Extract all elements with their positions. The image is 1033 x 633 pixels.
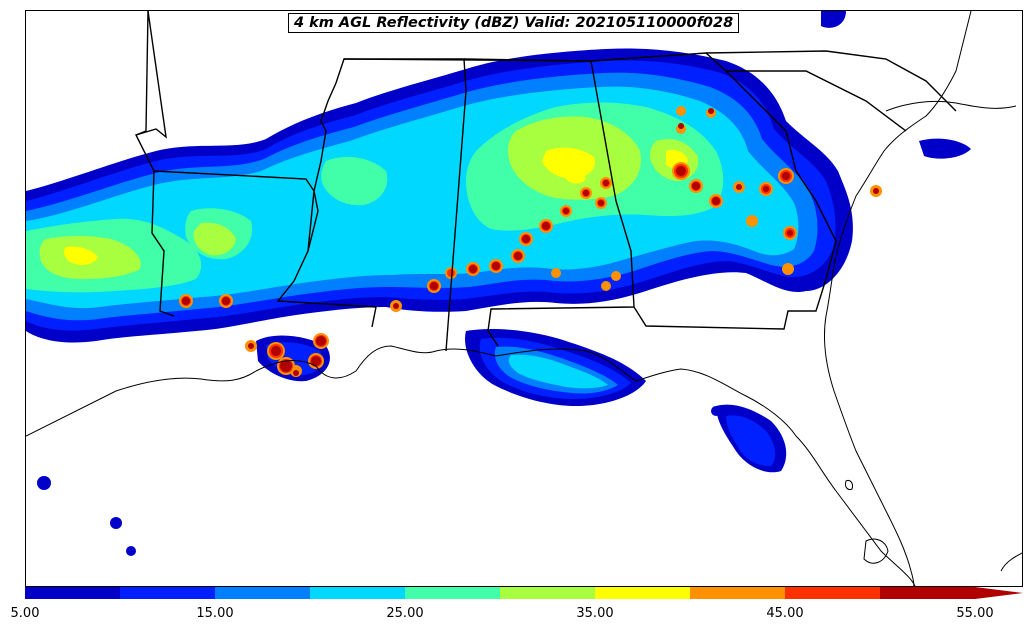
colorbar-segment (595, 587, 691, 599)
colorbar-segment (785, 587, 881, 599)
colorbar-segment (880, 587, 976, 599)
colorbar-segment (120, 587, 216, 599)
map-panel (25, 10, 1023, 587)
state-boundaries (135, 11, 957, 352)
colorbar (25, 587, 1023, 599)
map-title: 4 km AGL Reflectivity (dBZ) Valid: 20210… (288, 13, 740, 33)
colorbar-tick-label: 15.00 (196, 606, 234, 621)
colorbar-segment (215, 587, 311, 599)
colorbar-segments (25, 587, 976, 599)
colorbar-segment (405, 587, 501, 599)
colorbar-tick-label: 45.00 (766, 606, 804, 621)
colorbar-extend-arrow (975, 587, 1023, 599)
coastline (26, 11, 1022, 586)
echo-35dbz (64, 147, 688, 265)
colorbar-segment (25, 587, 121, 599)
reflectivity-map (26, 11, 1022, 586)
colorbar-tick-label: 25.00 (386, 606, 424, 621)
colorbar-tick-label: 5.00 (10, 606, 40, 621)
echo-cores (179, 106, 882, 377)
colorbar-segment (310, 587, 406, 599)
reflectivity-echoes (26, 11, 971, 556)
colorbar-segment (500, 587, 596, 599)
colorbar-tick-label: 35.00 (576, 606, 614, 621)
colorbar-segment (690, 587, 786, 599)
colorbar-tick-label: 55.00 (956, 606, 994, 621)
